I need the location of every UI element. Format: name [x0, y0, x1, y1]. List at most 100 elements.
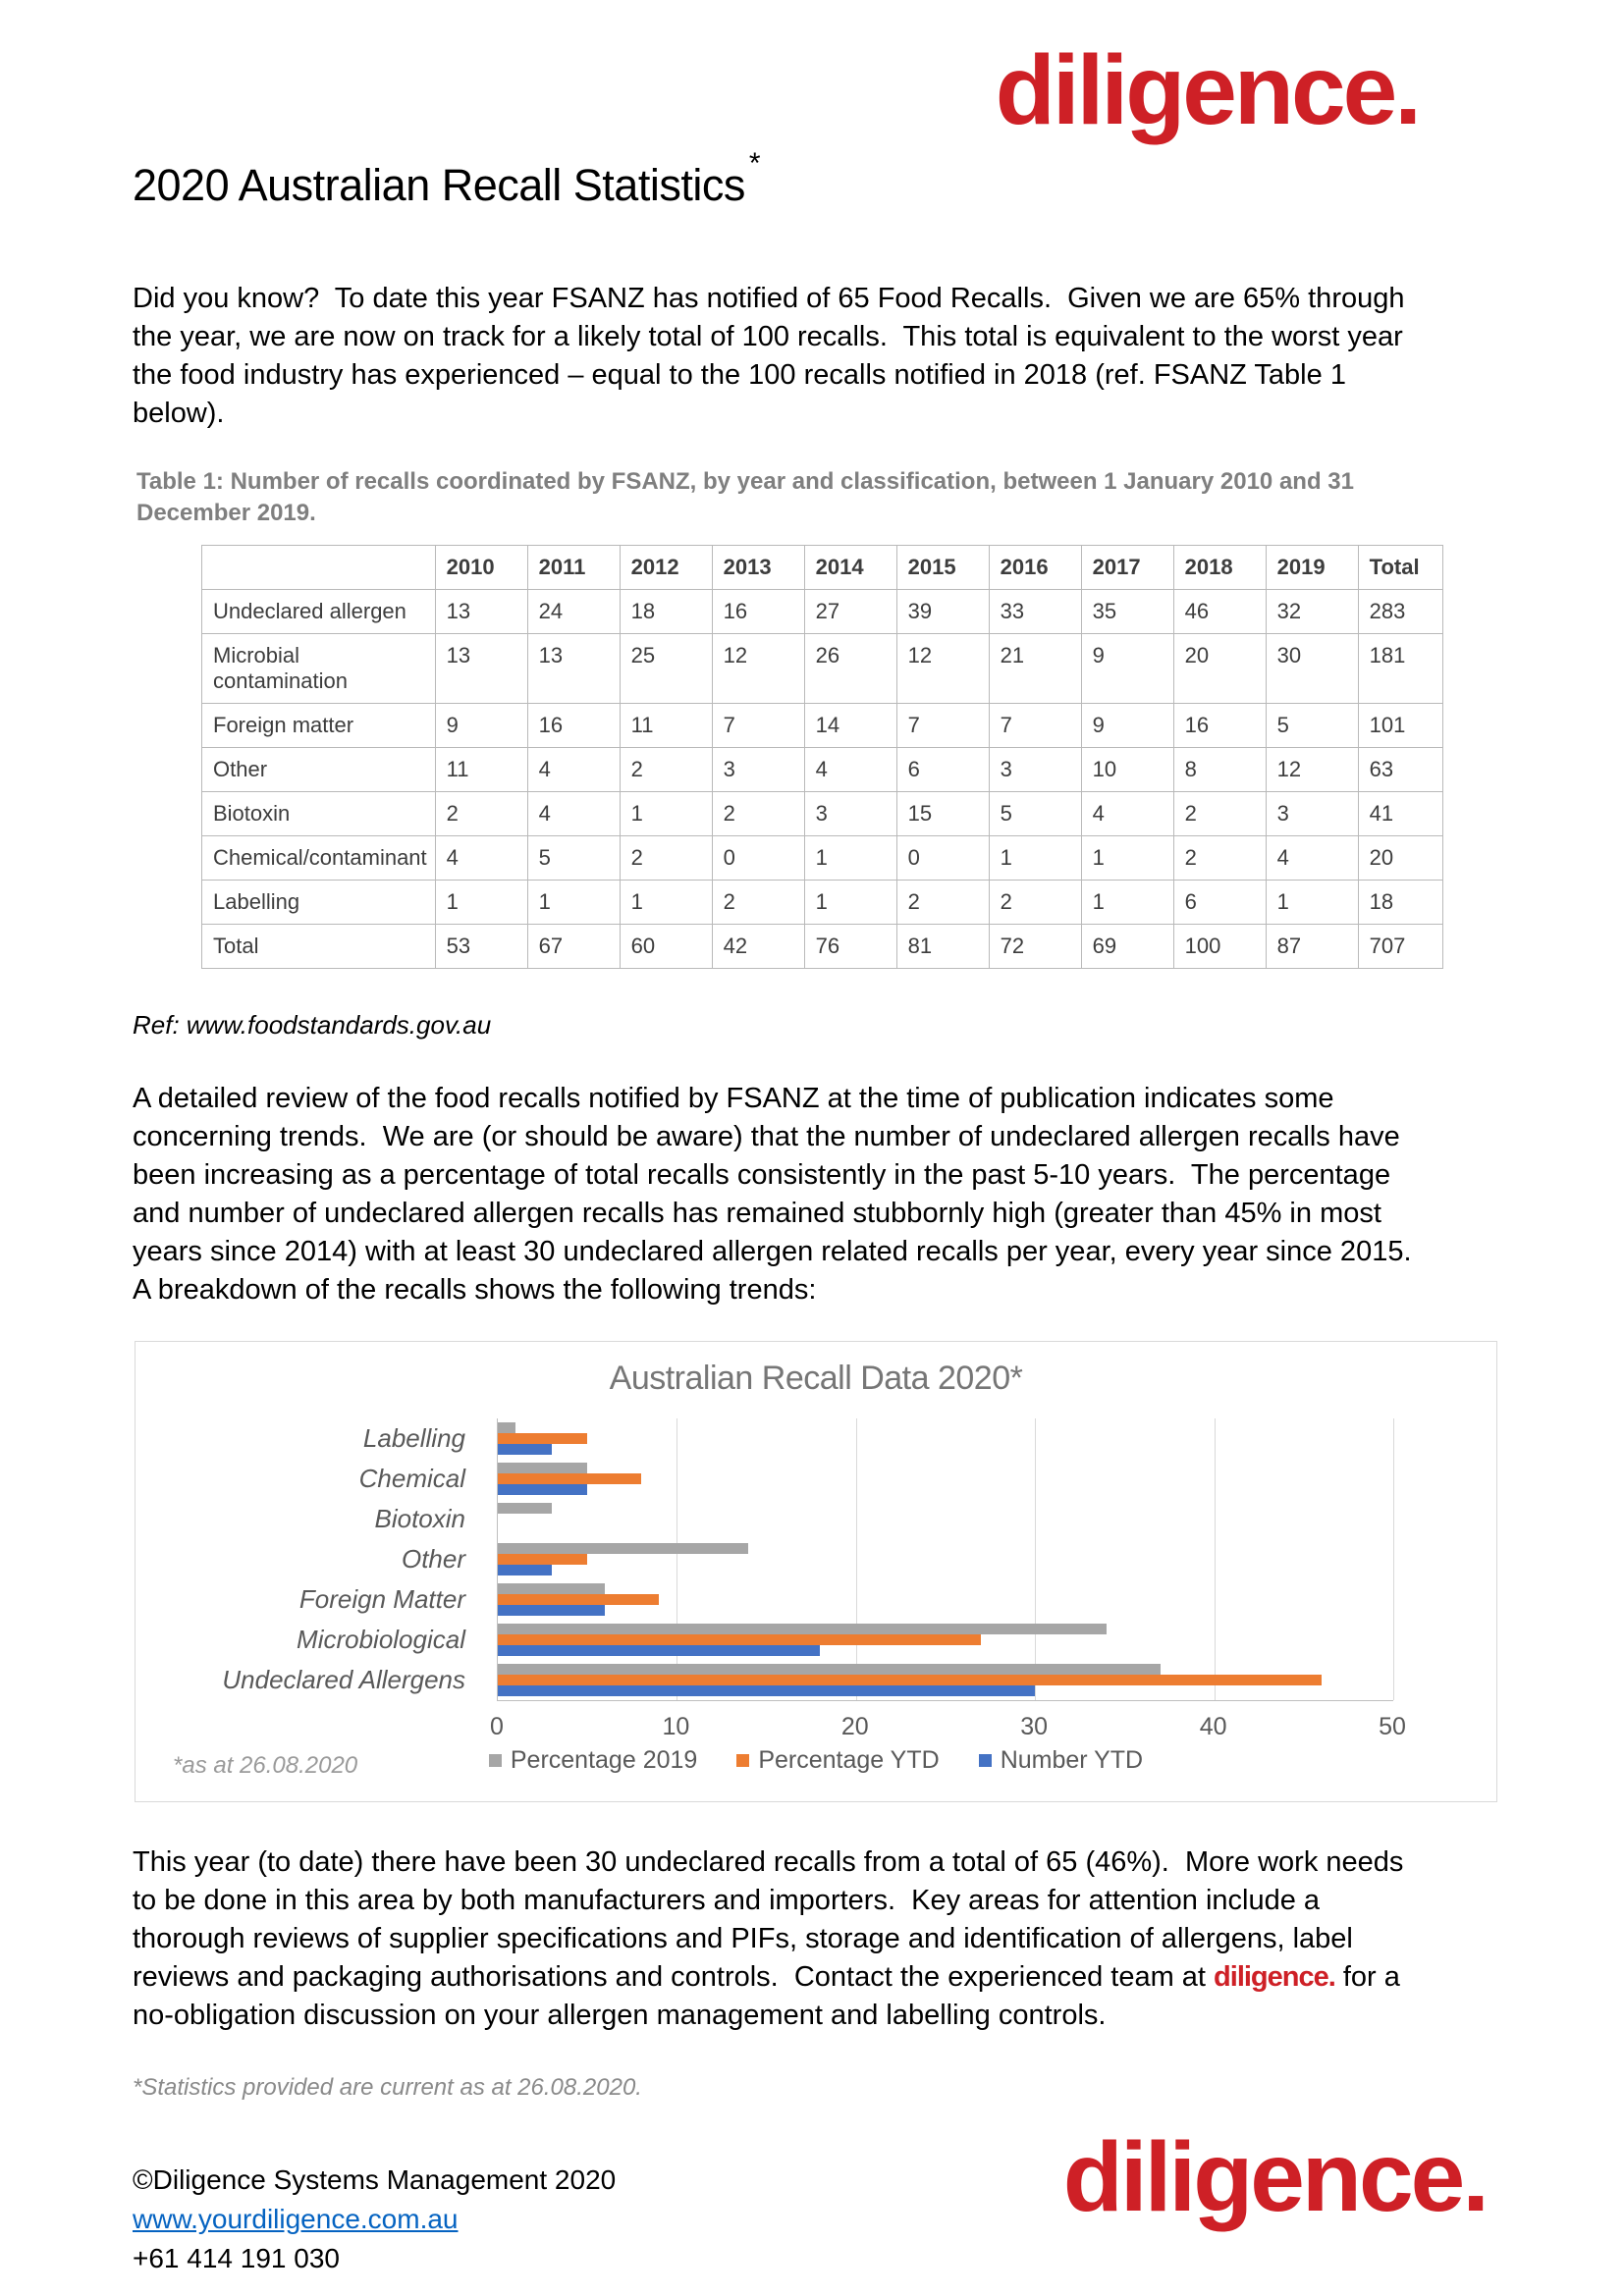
page-title-text: 2020 Australian Recall Statistics [133, 160, 745, 210]
legend-label: Number YTD [1000, 1746, 1144, 1774]
chart-title: Australian Recall Data 2020* [609, 1360, 1023, 1397]
bar-percentage-ytd [498, 1594, 660, 1605]
table-cell: 72 [988, 924, 1082, 969]
table-cell: 24 [526, 589, 621, 634]
legend-label: Percentage YTD [758, 1746, 940, 1774]
chart-category-label: Biotoxin [374, 1504, 466, 1533]
bar-percentage-ytd [498, 1675, 1323, 1685]
table-cell: 1 [803, 835, 897, 881]
bar-number-ytd [498, 1685, 1036, 1696]
table-cell: 69 [1080, 924, 1174, 969]
table-header-cell: 2016 [988, 545, 1082, 590]
table-cell: 4 [434, 835, 528, 881]
chart-x-tick-label: 20 [840, 1713, 869, 1740]
table-row: Chemical/contaminant 4 5 2 0 1 0 1 1 2 4 20 [201, 835, 1443, 881]
table-cell: 1 [526, 880, 621, 925]
chart-footnote: *as at 26.08.2020 [173, 1752, 358, 1779]
conclusion-text-after: for a no-obligation discussion on your a… [133, 1961, 1408, 2031]
table-cell: 1 [803, 880, 897, 925]
table-row: Biotoxin 2 4 1 2 3 15 5 4 2 3 41 [201, 791, 1443, 836]
table-cell: 16 [711, 589, 805, 634]
table-cell: 6 [895, 747, 990, 792]
table-header-cell: 2017 [1080, 545, 1174, 590]
table-cell: 60 [619, 924, 713, 969]
bar-group [498, 1418, 1393, 1459]
page-title-asterisk: * [748, 147, 761, 180]
recall-bar-chart: Australian Recall Data 2020* Labelling Ch… [135, 1341, 1497, 1802]
table-cell: 42 [711, 924, 805, 969]
table-row-label: Other [201, 747, 436, 792]
table-cell: 16 [526, 703, 621, 748]
table-row: Microbial contamination 13 13 25 12 26 12 21 9 20… [201, 633, 1443, 704]
table-cell: 12 [895, 633, 990, 704]
chart-x-tick-label: 0 [490, 1713, 504, 1740]
conclusion-text-before: This year (to date) there have been 30 u… [133, 1846, 1412, 1993]
chart-category-label: Chemical [358, 1464, 465, 1493]
footer: ©Diligence Systems Management 2020 www.y… [133, 2161, 1496, 2278]
chart-x-axis: 0 10 20 30 40 50 [490, 1713, 1406, 1742]
table-cell: 21 [988, 633, 1082, 704]
table-cell: 9 [1080, 703, 1174, 748]
bar-percentage-ytd [498, 1554, 588, 1565]
table-row-label: Undeclared allergen [201, 589, 436, 634]
bar-percentage-2019 [498, 1543, 749, 1554]
table-cell: 18 [1357, 880, 1443, 925]
legend-swatch [488, 1754, 502, 1767]
gridline [1035, 1418, 1037, 1700]
table-cell: 32 [1265, 589, 1359, 634]
footer-phone: +61 414 191 030 [133, 2243, 340, 2273]
table-cell: 16 [1172, 703, 1267, 748]
table-header-cell: 2013 [711, 545, 805, 590]
table-cell: 63 [1357, 747, 1443, 792]
chart-x-tick-label: 50 [1379, 1713, 1406, 1740]
page-title: 2020 Australian Recall Statistics * [133, 147, 1496, 211]
table-cell: 26 [803, 633, 897, 704]
bar-number-ytd [498, 1444, 552, 1455]
bar-number-ytd [498, 1565, 552, 1575]
table-cell: 1 [434, 880, 528, 925]
table-cell: 18 [619, 589, 713, 634]
bar-group [498, 1499, 1393, 1539]
table-cell: 25 [619, 633, 713, 704]
chart-x-tick-label: 30 [1020, 1713, 1049, 1740]
legend-item: Percentage YTD [736, 1746, 940, 1775]
table-cell: 2 [434, 791, 528, 836]
chart-x-tick-label: 40 [1199, 1713, 1227, 1740]
table-cell: 7 [895, 703, 990, 748]
diligence-logo-bottom: diligence. [1062, 2122, 1489, 2232]
table-row-label: Total [201, 924, 436, 969]
document-content: 2020 Australian Recall Statistics * Did y… [0, 147, 1624, 2278]
table-cell: 4 [526, 791, 621, 836]
table-header-cell [201, 545, 436, 590]
table-cell: 8 [1172, 747, 1267, 792]
analysis-paragraph: A detailed review of the food recalls no… [133, 1083, 1427, 1306]
table-cell: 7 [711, 703, 805, 748]
table-cell: 27 [803, 589, 897, 634]
table-row: Foreign matter 9 16 11 7 14 7 7 9 16 5 101 [201, 703, 1443, 748]
table-cell: 39 [895, 589, 990, 634]
table-header-cell: 2015 [895, 545, 990, 590]
table-cell: 87 [1265, 924, 1359, 969]
table-row-label: Labelling [201, 880, 436, 925]
table-cell: 11 [434, 747, 528, 792]
table-cell: 14 [803, 703, 897, 748]
chart-x-tick-label: 10 [662, 1713, 690, 1740]
diligence-logo-top: diligence. [995, 35, 1422, 145]
table-cell: 41 [1357, 791, 1443, 836]
intro-paragraph: Did you know? To date this year FSANZ ha… [133, 283, 1413, 429]
bar-percentage-2019 [498, 1503, 552, 1514]
bar-percentage-ytd [498, 1433, 588, 1444]
table-cell: 3 [711, 747, 805, 792]
legend-item: Number YTD [978, 1746, 1144, 1775]
table-cell: 67 [526, 924, 621, 969]
bar-percentage-ytd [498, 1473, 641, 1484]
table-row: Other 11 4 2 3 4 6 3 10 8 12 63 [201, 747, 1443, 792]
legend-swatch [736, 1754, 750, 1767]
bar-group [498, 1539, 1393, 1579]
table-cell: 2 [1172, 791, 1267, 836]
footer-website-link[interactable]: www.yourdiligence.com.au [133, 2204, 459, 2234]
table-cell: 3 [988, 747, 1082, 792]
table-cell: 13 [434, 589, 528, 634]
table-cell: 76 [803, 924, 897, 969]
